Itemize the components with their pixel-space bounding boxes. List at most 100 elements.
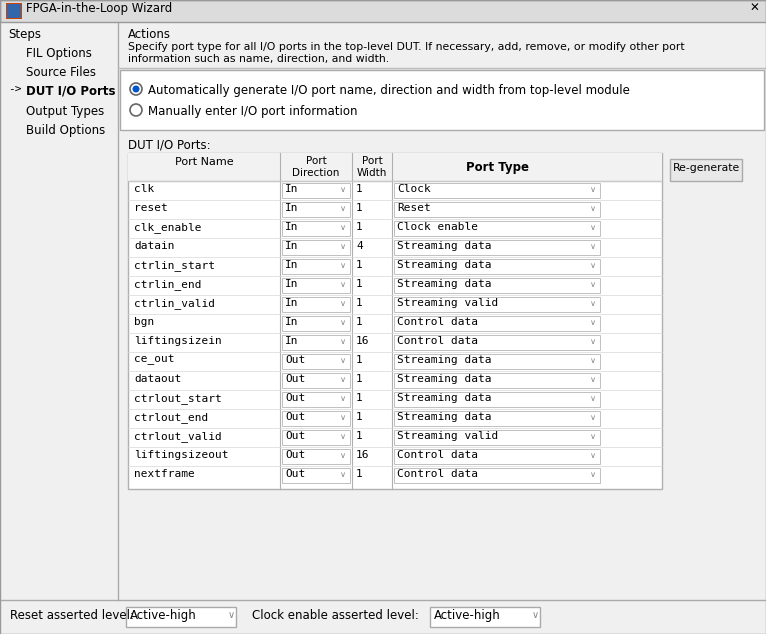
Text: ∨: ∨ [340, 242, 346, 251]
Circle shape [133, 86, 139, 93]
Text: Streaming data: Streaming data [397, 241, 492, 251]
Text: Steps: Steps [8, 28, 41, 41]
Text: Port
Direction: Port Direction [293, 156, 339, 178]
Text: ∨: ∨ [340, 318, 346, 327]
Text: Reset asserted level:: Reset asserted level: [10, 609, 134, 622]
Text: Streaming data: Streaming data [397, 355, 492, 365]
Text: 1: 1 [356, 374, 363, 384]
Bar [282, 449, 350, 464]
Bar [394, 278, 600, 293]
Text: Control data: Control data [397, 450, 478, 460]
Text: ∨: ∨ [340, 413, 346, 422]
Bar [394, 259, 600, 274]
Bar [394, 449, 600, 464]
Text: clk: clk [134, 184, 154, 194]
Text: bgn: bgn [134, 317, 154, 327]
Bar [394, 335, 600, 350]
Text: Streaming data: Streaming data [397, 260, 492, 270]
Text: ∨: ∨ [340, 261, 346, 270]
Text: Streaming data: Streaming data [397, 279, 492, 289]
Text: 1: 1 [356, 393, 363, 403]
Text: ce_out: ce_out [134, 355, 175, 365]
Text: 16: 16 [356, 336, 369, 346]
Text: Out: Out [285, 450, 305, 460]
Text: Re-generate: Re-generate [673, 163, 740, 173]
Bar [394, 240, 600, 255]
Bar [126, 607, 236, 627]
Text: datain: datain [134, 241, 175, 251]
Text: ∨: ∨ [590, 261, 596, 270]
Text: Out: Out [285, 355, 305, 365]
Text: In: In [285, 222, 299, 232]
Bar [282, 183, 350, 198]
Text: ∨: ∨ [590, 470, 596, 479]
Bar [394, 430, 600, 445]
Text: 1: 1 [356, 279, 363, 289]
Text: Control data: Control data [397, 469, 478, 479]
Text: ->: -> [8, 85, 21, 95]
Text: Port Name: Port Name [175, 157, 234, 167]
Bar [282, 240, 350, 255]
Text: Out: Out [285, 469, 305, 479]
Bar [0, 600, 766, 634]
Text: In: In [285, 241, 299, 251]
Text: ctrlin_end: ctrlin_end [134, 279, 201, 290]
Text: ∨: ∨ [340, 223, 346, 232]
Bar [6, 3, 22, 19]
Text: DUT I/O Ports:: DUT I/O Ports: [128, 138, 211, 151]
Text: Output Types: Output Types [26, 105, 104, 118]
Bar [394, 202, 600, 217]
Bar [394, 354, 600, 369]
Bar [0, 0, 766, 22]
Bar [282, 297, 350, 312]
Bar [394, 316, 600, 331]
Text: Port
Width: Port Width [357, 156, 387, 178]
Text: 16: 16 [356, 450, 369, 460]
Text: ∨: ∨ [590, 242, 596, 251]
Bar [430, 607, 540, 627]
Text: Streaming valid: Streaming valid [397, 431, 498, 441]
Bar [128, 153, 662, 181]
Text: Out: Out [285, 431, 305, 441]
Text: ∨: ∨ [590, 432, 596, 441]
Text: ∨: ∨ [340, 204, 346, 213]
Text: 1: 1 [356, 355, 363, 365]
Text: Specify port type for all I/O ports in the top-level DUT. If necessary, add, rem: Specify port type for all I/O ports in t… [128, 42, 685, 52]
Text: In: In [285, 203, 299, 213]
Text: ∨: ∨ [590, 185, 596, 194]
Text: 1: 1 [356, 184, 363, 194]
Text: clk_enable: clk_enable [134, 222, 201, 233]
Text: ∨: ∨ [340, 451, 346, 460]
Text: ∨: ∨ [340, 432, 346, 441]
Text: Manually enter I/O port information: Manually enter I/O port information [148, 105, 358, 118]
Text: ✕: ✕ [750, 2, 760, 15]
Text: dataout: dataout [134, 374, 182, 384]
Text: Control data: Control data [397, 336, 478, 346]
Text: reset: reset [134, 203, 168, 213]
Bar [282, 221, 350, 236]
Text: 1: 1 [356, 469, 363, 479]
Bar [394, 221, 600, 236]
Text: ∨: ∨ [340, 299, 346, 308]
Text: 1: 1 [356, 317, 363, 327]
Text: information such as name, direction, and width.: information such as name, direction, and… [128, 54, 389, 64]
Text: Streaming data: Streaming data [397, 374, 492, 384]
Text: Actions: Actions [128, 28, 171, 41]
Text: In: In [285, 317, 299, 327]
Text: ∨: ∨ [228, 610, 235, 620]
Text: ∨: ∨ [340, 394, 346, 403]
Bar [120, 70, 764, 130]
Text: 1: 1 [356, 431, 363, 441]
Bar [282, 373, 350, 388]
Text: ∨: ∨ [590, 337, 596, 346]
Bar [282, 316, 350, 331]
Bar [394, 373, 600, 388]
Bar [394, 411, 600, 426]
Bar [282, 354, 350, 369]
Text: ∨: ∨ [532, 610, 539, 620]
Bar [282, 278, 350, 293]
Text: Clock: Clock [397, 184, 430, 194]
Text: ∨: ∨ [590, 223, 596, 232]
Bar [394, 297, 600, 312]
Text: Source Files: Source Files [26, 66, 96, 79]
